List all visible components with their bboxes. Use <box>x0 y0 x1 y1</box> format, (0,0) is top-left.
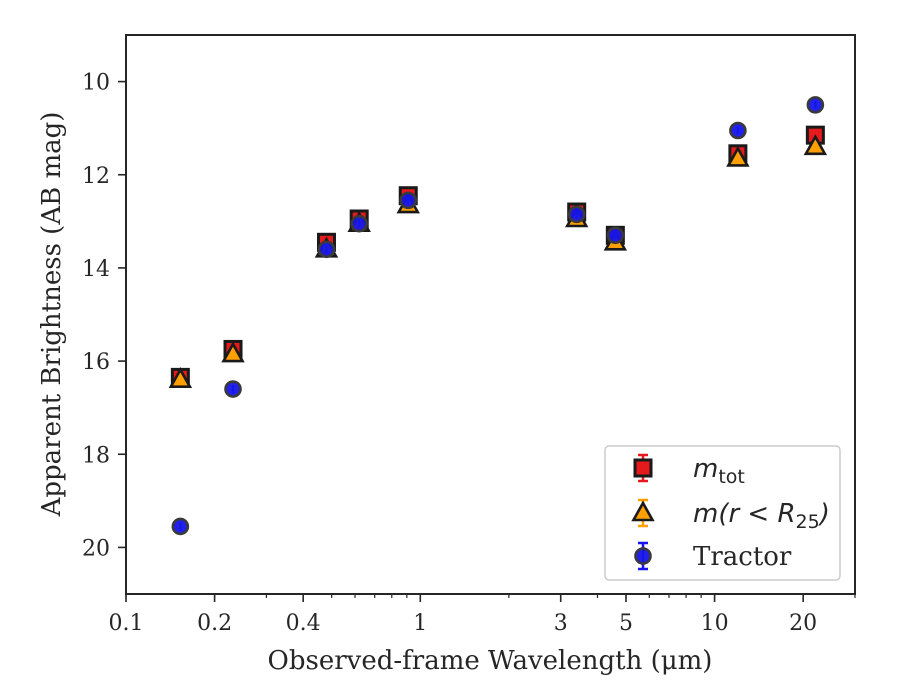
tractor-point <box>399 191 418 210</box>
legend-box <box>604 445 841 581</box>
x-tick-label: 0.4 <box>286 611 321 636</box>
mr25-point <box>221 341 245 363</box>
tractor-point <box>171 517 190 536</box>
mr25-point <box>803 134 828 156</box>
x-tick-label: 20 <box>789 611 817 636</box>
tractor-point <box>350 214 368 233</box>
tractor-point <box>806 96 825 114</box>
tractor-point <box>606 226 625 245</box>
mr25-point <box>726 145 750 167</box>
ticks-layer: 0.1 0.2 0.4 1 3 5 10 20 10 12 14 16 18 20 <box>82 71 856 636</box>
x-axis-label: Observed-frame Wavelength (μm) <box>268 646 713 676</box>
mr25-point <box>168 367 193 389</box>
tractor-point <box>567 205 586 224</box>
legend-label: Tractor <box>693 542 792 572</box>
plot-frame <box>125 34 856 595</box>
y-tick-label: 18 <box>82 443 110 468</box>
legend-marker-circle <box>634 547 652 565</box>
legend-marker-square <box>633 458 653 478</box>
y-tick-label: 12 <box>82 164 110 189</box>
x-tick-label: 10 <box>701 611 729 636</box>
tractor-point <box>729 121 747 140</box>
x-tick-label: 1 <box>413 611 427 636</box>
x-tick-label: 3 <box>554 611 568 636</box>
x-tick-label: 0.1 <box>109 611 144 636</box>
tractor-point <box>317 240 336 259</box>
x-tick-label: 5 <box>619 611 633 636</box>
tractor-point <box>224 380 242 398</box>
x-tick-label: 0.2 <box>197 611 232 636</box>
y-tick-label: 14 <box>82 257 110 282</box>
y-tick-label: 10 <box>82 71 110 96</box>
y-tick-label: 20 <box>82 536 110 561</box>
legend-marker-triangle <box>631 500 655 522</box>
points-layer <box>168 96 828 536</box>
y-axis-label: Apparent Brightness (AB mag) <box>37 112 67 518</box>
y-tick-label: 16 <box>82 350 110 375</box>
